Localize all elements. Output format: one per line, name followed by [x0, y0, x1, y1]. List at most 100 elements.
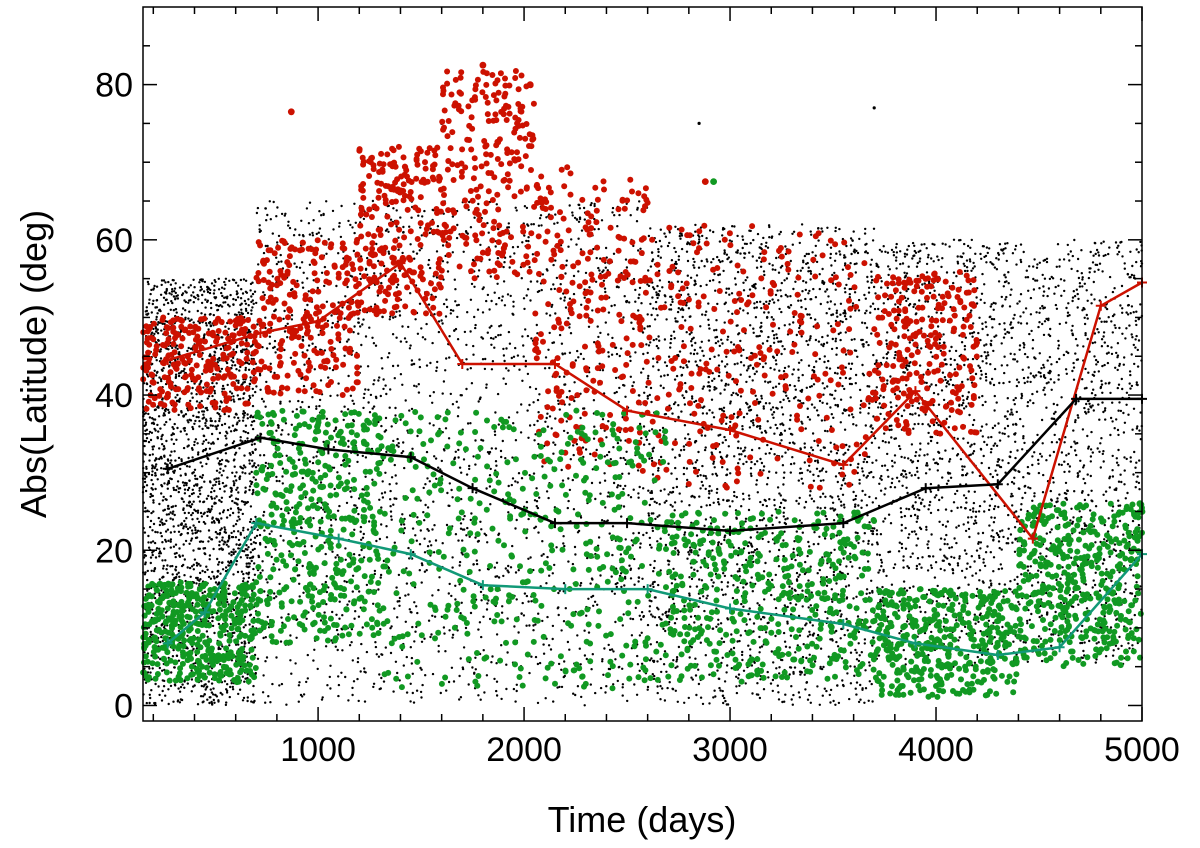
scatter-point: [566, 640, 570, 644]
scatter-point: [237, 530, 240, 533]
scatter-point: [789, 602, 792, 605]
scatter-point: [452, 680, 456, 683]
scatter-point: [565, 264, 568, 267]
scatter-point: [266, 213, 269, 217]
scatter-point: [392, 439, 395, 443]
scatter-point: [334, 645, 337, 648]
scatter-point: [377, 588, 380, 591]
scatter-point: [206, 408, 209, 412]
scatter-point: [689, 276, 693, 279]
scatter-point: [161, 523, 164, 526]
scatter-point: [514, 571, 518, 574]
scatter-point: [410, 662, 413, 665]
scatter-point: [806, 407, 809, 410]
scatter-point: [199, 511, 203, 515]
scatter-point: [208, 447, 212, 450]
scatter-point: [171, 579, 175, 582]
scatter-point: [616, 679, 619, 683]
scatter-point: [396, 600, 399, 603]
scatter-point: [429, 635, 432, 639]
scatter-point: [317, 469, 321, 472]
scatter-point: [210, 495, 213, 499]
scatter-point: [402, 230, 405, 234]
scatter-point: [433, 615, 437, 618]
scatter-point: [162, 564, 165, 568]
scatter-point: [196, 511, 200, 514]
scatter-point: [149, 556, 153, 559]
scatter-point: [367, 401, 370, 404]
scatter-point: [591, 594, 595, 598]
scatter-point: [645, 385, 648, 389]
scatter-point: [240, 288, 243, 291]
scatter-point: [143, 667, 146, 670]
scatter-point: [359, 272, 362, 276]
scatter-point: [629, 359, 632, 363]
scatter-point: [198, 489, 201, 492]
scatter-point: [348, 472, 351, 475]
scatter-point: [298, 233, 301, 237]
scatter-point: [535, 487, 538, 490]
scatter-point: [388, 483, 391, 486]
scatter-point: [326, 319, 330, 323]
scatter-point: [501, 439, 504, 443]
scatter-point: [638, 614, 641, 617]
scatter-point: [608, 532, 611, 535]
scatter-point: [556, 607, 559, 610]
scatter-point: [468, 467, 471, 471]
scatter-point: [402, 523, 406, 526]
scatter-point: [262, 514, 265, 517]
scatter-point: [189, 347, 193, 350]
scatter-point: [382, 378, 385, 381]
scatter-point: [624, 258, 628, 261]
scatter-point: [340, 463, 343, 467]
scatter-point: [352, 553, 356, 556]
scatter-point: [330, 326, 334, 329]
scatter-point: [163, 508, 167, 511]
scatter-point: [563, 544, 566, 548]
scatter-point: [274, 548, 277, 551]
scatter-point: [169, 454, 172, 457]
scatter-point: [344, 547, 347, 550]
scatter-point: [182, 446, 186, 450]
scatter-point: [271, 275, 274, 278]
scatter-point: [852, 423, 855, 426]
scatter-point: [213, 489, 216, 493]
scatter-point: [197, 562, 200, 566]
scatter-point: [184, 413, 188, 416]
scatter-point: [462, 518, 465, 521]
scatter-point: [211, 424, 214, 427]
scatter-point: [544, 356, 548, 359]
scatter-point: [248, 562, 251, 565]
scatter-point: [220, 286, 224, 289]
scatter-point: [250, 559, 253, 563]
scatter-point: [169, 283, 173, 286]
scatter-point: [441, 322, 444, 325]
scatter-point: [281, 429, 284, 432]
scatter-point: [157, 415, 161, 418]
scatter-point: [540, 288, 543, 292]
scatter-point: [601, 660, 604, 663]
scatter-point: [215, 477, 218, 480]
scatter-point: [380, 357, 383, 360]
scatter-point: [171, 655, 175, 658]
scatter-point: [151, 494, 154, 498]
scatter-point: [526, 288, 530, 291]
scatter-point: [219, 400, 223, 403]
scatter-point: [437, 466, 440, 469]
scatter-point: [481, 337, 485, 340]
scatter-point: [220, 291, 223, 295]
scatter-point: [191, 471, 194, 475]
scatter-point: [514, 480, 517, 483]
scatter-point: [285, 703, 288, 706]
scatter-point: [515, 683, 518, 686]
scatter-point: [289, 634, 292, 637]
scatter-point: [210, 691, 214, 694]
scatter-point: [198, 579, 201, 582]
scatter-point: [170, 293, 173, 296]
scatter-point: [597, 335, 600, 339]
scatter-point: [152, 445, 156, 448]
scatter-point: [384, 646, 387, 649]
scatter-point: [655, 641, 659, 644]
scatter-point: [209, 301, 213, 305]
scatter-point: [510, 483, 513, 487]
